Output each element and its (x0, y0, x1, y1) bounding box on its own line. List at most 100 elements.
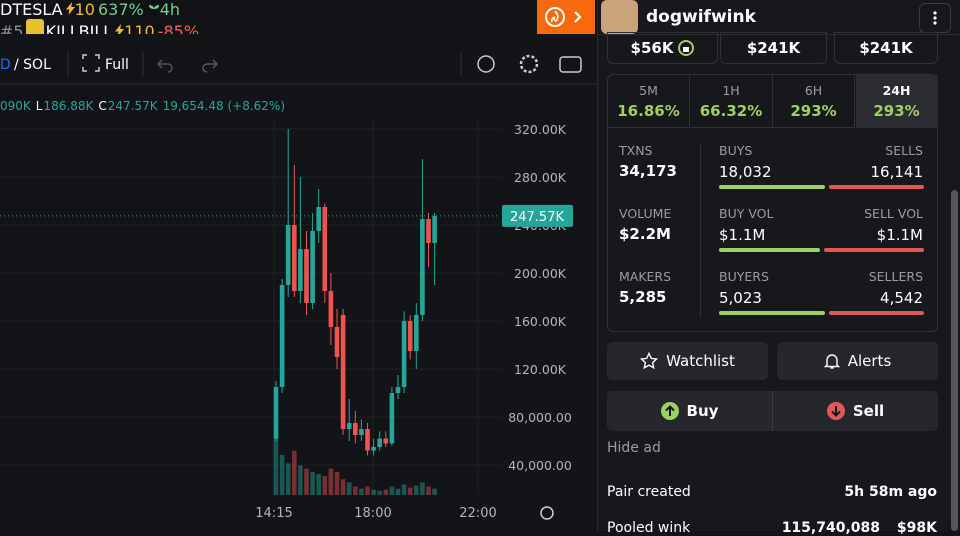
volume-bar (285, 463, 291, 495)
candle-body (426, 219, 431, 243)
settings-icon (519, 54, 539, 74)
volume-bar (395, 488, 401, 495)
buy-label: BUYERS (719, 269, 769, 284)
summary-box: $241K (720, 32, 827, 64)
y-tick-label: 280.00K (514, 170, 567, 185)
candle-body (401, 321, 407, 387)
candle-body (322, 207, 328, 291)
candle-body (377, 438, 382, 447)
period-label: 1H (722, 83, 740, 98)
x-tick-label: 18:00 (354, 506, 391, 521)
sell-bar (829, 185, 924, 189)
boost: 110 (124, 22, 155, 34)
watchlist-label: Watchlist (666, 352, 735, 370)
summary-value: $56K (630, 39, 674, 57)
sell-label: Sell (852, 402, 885, 420)
stat-label: VOLUME (619, 206, 672, 221)
ticker-item: DTESLA 10 637% 4h (0, 0, 597, 19)
candle-body (383, 438, 389, 444)
ohlc-legend: 19,654.48 (+8.62%) (163, 99, 285, 113)
volume-bar (279, 454, 285, 495)
alerts-label: Alerts (847, 352, 892, 370)
candle-body (340, 315, 346, 429)
scale-settings (540, 506, 554, 520)
candle-body (298, 249, 303, 291)
sell-label: SELLERS (868, 269, 923, 284)
buy-value: 5,023 (719, 289, 762, 307)
buy-label: Buy (686, 402, 719, 420)
indicator-icon (477, 55, 495, 73)
buy-button[interactable]: Buy (607, 391, 772, 431)
watchlist-button[interactable]: Watchlist (607, 342, 768, 380)
period-tab[interactable]: 24H 293% (855, 75, 938, 128)
alerts-button[interactable]: Alerts (777, 342, 938, 380)
info-label: Pair created (607, 484, 691, 500)
pair-quote: / SOL (14, 57, 51, 73)
volume-bar (420, 482, 425, 495)
candle-body (279, 285, 285, 387)
token-panel: dogwifwink Watchlist Alerts Buy Sell Hid… (597, 0, 960, 536)
volume-bar (298, 465, 303, 495)
hide-ad-link[interactable]: Hide ad (607, 440, 661, 456)
info-value: 5h 58m ago (844, 484, 937, 500)
stat-value: 34,173 (619, 162, 677, 180)
toolbar: D / SOL Full (0, 52, 582, 76)
sell-button[interactable]: Sell (773, 391, 938, 431)
period-change: 66.32% (699, 102, 763, 120)
period-change: 293% (873, 102, 920, 120)
candle-body (304, 249, 309, 303)
buy-bar (719, 311, 825, 315)
camera-icon (559, 56, 582, 73)
token-name: dogwifwink (646, 7, 756, 27)
pair-base: D (0, 57, 11, 73)
candle-body (285, 225, 291, 285)
y-tick-label: 160.00K (514, 314, 567, 329)
y-tick-label: 200.00K (514, 266, 567, 281)
sell-label: SELLS (885, 143, 923, 158)
fullscreen-icon (82, 54, 100, 72)
y-tick-label: 80,000.00 (508, 410, 572, 425)
ticker-name: KILLBILL (45, 22, 113, 34)
candle-body (328, 291, 334, 327)
full-label: Full (105, 57, 129, 73)
volume-bar (401, 484, 407, 495)
summary-box: $241K (834, 32, 938, 64)
candle-body (414, 315, 419, 351)
icon (25, 19, 44, 34)
period-tab[interactable]: 1H 66.32% (690, 75, 773, 128)
volume-bar (322, 476, 328, 495)
volume-bar (304, 468, 309, 495)
volume-bar (340, 479, 346, 495)
period-tab[interactable]: 5M 16.86% (608, 75, 690, 128)
boost: 10 (74, 0, 95, 19)
period-change: 293% (790, 102, 837, 120)
menu-button[interactable] (919, 3, 951, 33)
last-price-label: 247.57K (510, 210, 564, 225)
volume-bar (310, 471, 315, 495)
y-tick-label: 320.00K (514, 122, 567, 137)
volume-bar (432, 488, 437, 495)
ohlc-legend: 247.57K (108, 99, 159, 113)
buy-label: BUY VOL (719, 206, 774, 221)
period-change: 16.86% (617, 102, 680, 120)
candle-body (273, 387, 279, 439)
candle-body (316, 207, 321, 231)
trending-button[interactable] (537, 0, 595, 34)
stat-value: $2.2M (619, 225, 671, 243)
volume-bar (316, 473, 321, 495)
volume-bar (371, 489, 376, 495)
y-tick-label: 40,000.00 (508, 458, 572, 473)
candle-body (353, 423, 358, 435)
volume-bar (334, 471, 340, 495)
candle-body (395, 387, 401, 393)
volume-bar (383, 489, 389, 495)
candle-body (389, 393, 395, 444)
volume-bar (353, 486, 358, 495)
sell-value: 4,542 (880, 289, 923, 307)
summary-value: $241K (746, 39, 801, 57)
period-tab[interactable]: 6H 293% (773, 75, 855, 128)
volume-bar (377, 490, 382, 495)
redo-icon (202, 59, 219, 73)
info-value: 115,740,088 (781, 520, 880, 536)
